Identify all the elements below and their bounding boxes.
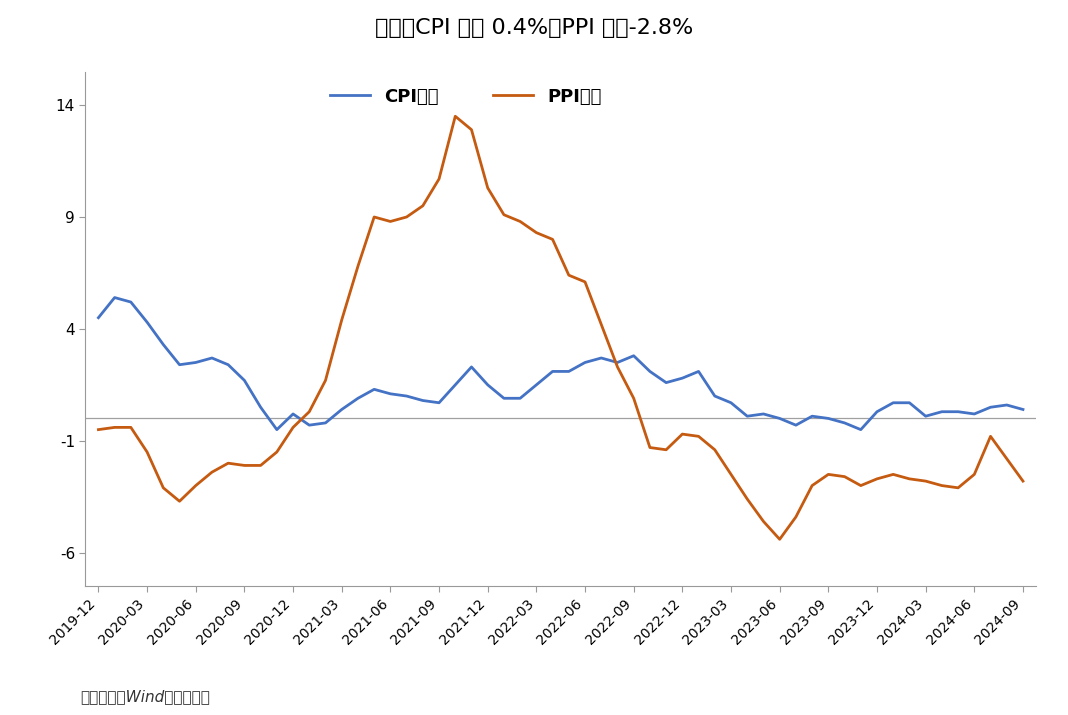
PPI同比 <box>1017 477 1030 485</box>
PPI同比 <box>773 535 786 543</box>
Line: PPI同比: PPI同比 <box>98 117 1023 539</box>
CPI同比 <box>1017 405 1030 414</box>
PPI同比 <box>724 470 737 478</box>
PPI同比 <box>984 432 996 440</box>
PPI同比 <box>449 112 461 121</box>
CPI同比 <box>984 403 996 412</box>
CPI同比 <box>92 313 105 322</box>
CPI同比 <box>335 405 348 414</box>
PPI同比 <box>303 408 316 416</box>
CPI同比 <box>351 394 364 403</box>
PPI同比 <box>92 425 105 434</box>
CPI同比 <box>108 293 121 302</box>
Line: CPI同比: CPI同比 <box>98 297 1023 430</box>
CPI同比 <box>741 412 754 420</box>
CPI同比 <box>805 412 818 420</box>
PPI同比 <box>904 475 916 483</box>
Legend: CPI同比, PPI同比: CPI同比, PPI同比 <box>323 81 609 113</box>
Text: 资料来源：Wind，泽平宏观: 资料来源：Wind，泽平宏观 <box>80 689 210 704</box>
CPI同比 <box>904 398 916 407</box>
PPI同比 <box>319 376 332 385</box>
Text: 图表：CPI 同比 0.4%，PPI 同比-2.8%: 图表：CPI 同比 0.4%，PPI 同比-2.8% <box>375 18 693 38</box>
PPI同比 <box>805 481 818 490</box>
CPI同比 <box>270 425 283 434</box>
